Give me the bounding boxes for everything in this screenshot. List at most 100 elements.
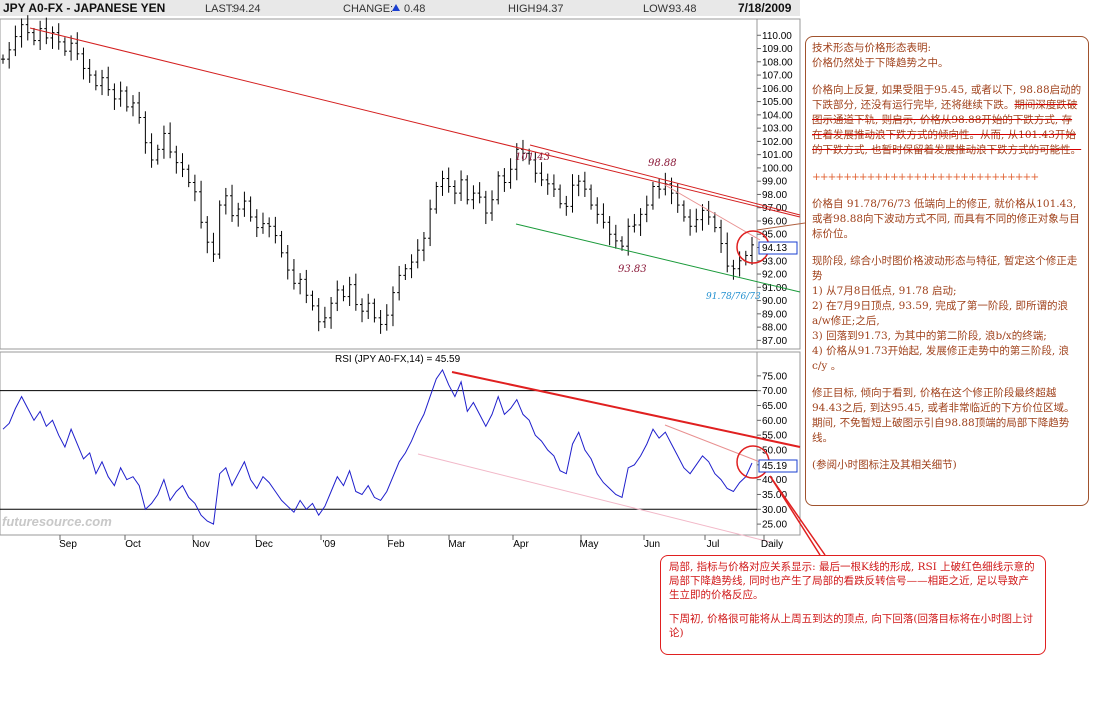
x-month-label: Sep [59, 539, 77, 550]
local-trendline [664, 184, 761, 241]
x-month-label: Jun [644, 539, 660, 550]
rsi-reference-lines [0, 390, 757, 510]
last-price-label: 94.13 [762, 243, 787, 254]
rsi-line [2, 368, 753, 525]
rsi-lower-line [417, 453, 771, 543]
last-value: 94.24 [233, 3, 261, 15]
price-tick-label: 93.00 [762, 256, 787, 267]
rsi-downtrend-line [451, 371, 801, 448]
high-label: HIGH: [508, 3, 539, 15]
price-annotation: 98.88 [648, 158, 677, 169]
x-month-label: Dec [255, 539, 273, 550]
last-price-box [758, 241, 798, 255]
x-month-label: '09 [322, 539, 335, 550]
price-tick-label: 90.00 [762, 296, 787, 307]
x-month-label: Apr [513, 539, 529, 550]
note-title: 技术形态与价格形态表明: [812, 42, 932, 54]
price-tick-label: 89.00 [762, 309, 787, 320]
price-annotations: 101.43 98.88 93.83 91.78/76/73 [515, 152, 761, 302]
rsi-tick-label: 55.00 [762, 431, 787, 442]
rsi-title: RSI (JPY A0-FX,14) = 45.59 [335, 354, 461, 365]
note-para1: 价格向上反复, 如果受阻于95.45, 或者以下, 98.88启动的下跌部分, … [812, 83, 1082, 158]
note-step3: 3) 回落到91.73, 为其中的第二阶段, 浪b/x的终端; [812, 330, 1047, 342]
price-tick-label: 109.00 [762, 44, 793, 55]
note-para1-plain: 价格向上反复, 如果受阻于95.45, 或者以下, 98.88启动的下跌部分, … [812, 84, 1082, 111]
low-value: 93.48 [669, 3, 697, 15]
note-para2: 价格自 91.78/76/73 低端向上的修正, 就价格从101.43, 或者9… [812, 198, 1080, 240]
high-value: 94.37 [536, 3, 564, 15]
rsi-local-trendline [664, 424, 761, 463]
note-para4: 修正目标, 倾向于看到, 价格在这个修正阶段最终超越94.43之后, 到达95.… [812, 387, 1075, 444]
x-month-label: Oct [125, 539, 141, 550]
change-label: CHANGE: [343, 3, 393, 15]
price-candles [1, 15, 754, 334]
rsi-last-box [758, 459, 798, 473]
rsi-last-label: 45.19 [762, 461, 787, 472]
price-tick-label: 104.00 [762, 110, 793, 121]
callout-connector-b [769, 475, 826, 556]
note-para5: (参阅小时图标注及其相关细节) [812, 459, 957, 471]
price-tick-label: 108.00 [762, 57, 793, 68]
x-month-label: Nov [192, 539, 210, 550]
header-date: 7/18/2009 [738, 1, 792, 15]
rsi-tick-label: 75.00 [762, 371, 787, 382]
x-month-label: Jul [707, 539, 720, 550]
price-annotation: 91.78/76/73 [706, 292, 761, 302]
main-downtrend-line [29, 27, 801, 218]
low-label: LOW: [643, 3, 671, 15]
rsi-tick-label: 35.00 [762, 490, 787, 501]
price-tick-label: 92.00 [762, 270, 787, 281]
price-tick-label: 100.00 [762, 163, 793, 174]
rsi-tick-label: 70.00 [762, 386, 787, 397]
analysis-note: 技术形态与价格形态表明: 价格仍然处于下降趋势之中。 价格向上反复, 如果受阻于… [805, 36, 1089, 506]
price-tick-label: 106.00 [762, 84, 793, 95]
last-label: LAST: [205, 3, 234, 15]
rsi-axis-ticks: 25.0030.0035.0040.0045.0050.0055.0060.00… [757, 371, 787, 531]
rsi-callout: 局部, 指标与价格对应关系显示: 最后一根K线的形成, RSI 上破红色细线示意… [660, 555, 1046, 655]
price-tick-label: 96.00 [762, 216, 787, 227]
price-annotation: 93.83 [618, 264, 647, 275]
x-month-label: May [580, 539, 599, 550]
rsi-tick-label: 60.00 [762, 416, 787, 427]
rsi-tick-label: 25.00 [762, 520, 787, 531]
price-tick-label: 87.00 [762, 336, 787, 347]
rsi-panel [0, 351, 801, 536]
price-annotation: 101.43 [515, 152, 550, 163]
rsi-tick-label: 30.00 [762, 505, 787, 516]
note-step2: 2) 在7月9日顶点, 93.59, 完成了第一阶段, 即所谓的浪a/w修正;之… [812, 300, 1069, 327]
x-month-label: Feb [387, 539, 405, 550]
price-tick-label: 107.00 [762, 71, 793, 82]
note-para3-intro: 现阶段, 综合小时图价格波动形态与特征, 暂定这个修正走势 [812, 255, 1078, 282]
note-line1: 价格仍然处于下降趋势之中。 [812, 57, 949, 69]
note-step4: 4) 价格从91.73开始起, 发展修正走势中的第三阶段, 浪c/y 。 [812, 345, 1070, 372]
callout-para1: 局部, 指标与价格对应关系显示: 最后一根K线的形成, RSI 上破红色细线示意… [669, 561, 1035, 601]
price-tick-label: 91.00 [762, 283, 787, 294]
price-tick-label: 101.00 [762, 150, 793, 161]
price-tick-label: 103.00 [762, 124, 793, 135]
note-separator: +++++++++++++++++++++++++++++ [812, 171, 1039, 183]
price-tick-label: 99.00 [762, 177, 787, 188]
note-step1: 1) 从7月8日低点, 91.78 启动; [812, 285, 957, 297]
price-tick-label: 98.00 [762, 190, 787, 201]
lower-channel-line [515, 223, 801, 293]
price-tick-label: 95.00 [762, 230, 787, 241]
rsi-tick-label: 65.00 [762, 401, 787, 412]
symbol-title: JPY A0-FX - JAPANESE YEN [3, 1, 165, 15]
header-bar [0, 0, 800, 16]
upper-channel-line [529, 144, 801, 216]
x-month-label: Mar [448, 539, 466, 550]
watermark: futuresource.com [2, 514, 112, 529]
change-value: 0.48 [404, 3, 425, 15]
x-month-label: Daily [761, 539, 783, 550]
price-tick-label: 102.00 [762, 137, 793, 148]
rsi-tick-label: 50.00 [762, 445, 787, 456]
note-connector [756, 222, 806, 231]
note-para1-struck: 期间深度跌破图示通道下轨, 则启示, 价格从98.88开始的下跌方式, 存在着发… [812, 99, 1082, 156]
price-tick-label: 110.00 [762, 31, 792, 42]
callout-para2: 下周初, 价格很可能将从上周五到达的顶点, 向下回落(回落目标将在小时图上讨论) [669, 613, 1033, 639]
rsi-tick-label: 40.00 [762, 475, 787, 486]
x-axis: Sep Oct Nov Dec '09 Feb Mar Apr May Jun Jul Daily [59, 535, 783, 550]
price-tick-label: 88.00 [762, 323, 787, 334]
up-triangle-icon [392, 4, 400, 11]
